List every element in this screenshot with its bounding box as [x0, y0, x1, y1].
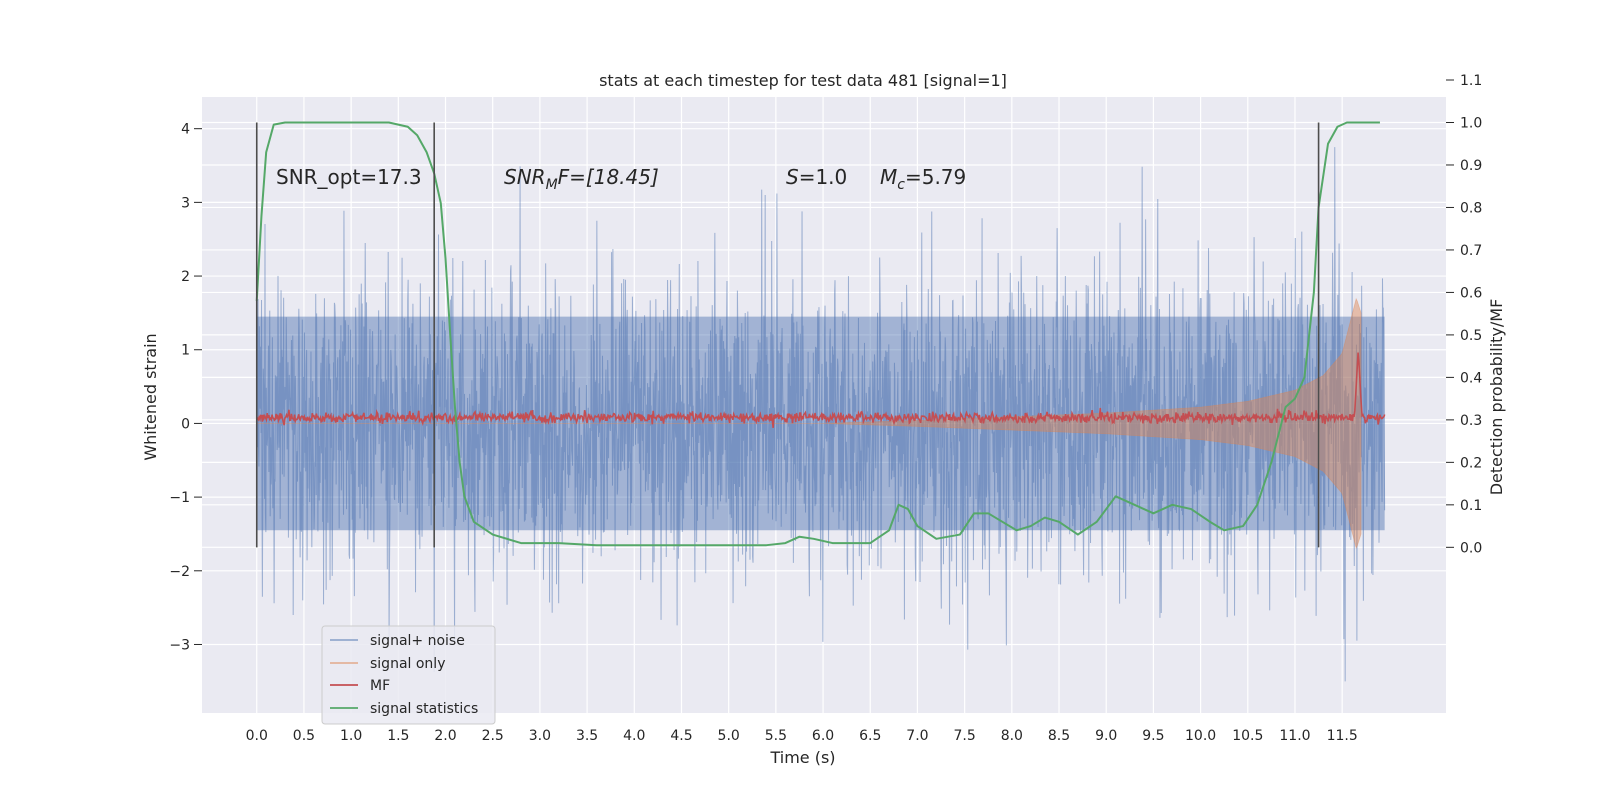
x-tick-label: 2.5 — [482, 728, 504, 744]
y-right-tick-label: 0.0 — [1460, 540, 1482, 556]
x-tick-label: 11.5 — [1327, 728, 1358, 744]
x-tick-label: 5.0 — [718, 728, 740, 744]
series-signal-noise-band — [256, 316, 1385, 531]
annotation-s-main: S — [786, 165, 799, 189]
x-tick-label: 9.0 — [1095, 728, 1117, 744]
annotation-snr-opt: SNR_opt=17.3 — [276, 165, 422, 189]
y-tick-label: 0 — [181, 416, 190, 432]
y-tick-label: −3 — [169, 637, 190, 653]
legend: signal+ noise signal only MF signal stat… — [321, 625, 496, 725]
annotation-mc-tail: =5.79 — [905, 165, 966, 189]
y-right-tick-label: 0.1 — [1460, 498, 1482, 514]
y-right-tick-label: 0.9 — [1460, 158, 1482, 174]
x-tick-label: 6.5 — [859, 728, 881, 744]
x-tick-label: 11.0 — [1279, 728, 1310, 744]
x-tick-label: 3.5 — [576, 728, 598, 744]
x-tick-label: 1.0 — [340, 728, 362, 744]
x-tick-label: 6.0 — [812, 728, 834, 744]
annotation-snr-mf-sub: M — [546, 177, 558, 193]
y-right-tick-label: 0.7 — [1460, 243, 1482, 259]
x-tick-label: 0.0 — [246, 728, 268, 744]
x-tick-label: 8.5 — [1048, 728, 1070, 744]
series-mf — [256, 352, 1386, 428]
y-right-tick-label: 1.0 — [1460, 115, 1482, 131]
series-signal-only — [256, 297, 1362, 550]
annotation-s: S=1.0 — [786, 165, 847, 189]
y-tick-label: −1 — [169, 490, 190, 506]
y-tick-label: 1 — [181, 343, 190, 359]
x-tick-label: 7.0 — [906, 728, 928, 744]
x-tick-label: 7.5 — [954, 728, 976, 744]
y-axis-label: Whitened strain — [141, 333, 160, 460]
x-tick-label: 3.0 — [529, 728, 551, 744]
x-axis-label: Time (s) — [769, 748, 835, 767]
y-right-tick-label: 1.1 — [1460, 73, 1482, 89]
x-tick-label: 8.0 — [1001, 728, 1023, 744]
x-tick-label: 1.5 — [387, 728, 409, 744]
annotation-mc-sub: c — [897, 177, 905, 193]
y-right-tick-label: 0.8 — [1460, 200, 1482, 216]
chart-title: stats at each timestep for test data 481… — [599, 71, 1007, 90]
annotation-mc: Mc=5.79 — [880, 165, 966, 193]
legend-label-signal-only: signal only — [370, 656, 445, 672]
legend-label-mf: MF — [370, 678, 390, 694]
x-tick-label: 10.5 — [1232, 728, 1263, 744]
x-tick-label: 4.0 — [623, 728, 645, 744]
annotation-mc-main: M — [880, 165, 897, 189]
annotation-snr-mf-tail: F=[18.45] — [558, 165, 659, 189]
legend-label-signal-noise: signal+ noise — [370, 633, 465, 649]
legend-frame — [321, 625, 496, 725]
x-tick-label: 5.5 — [765, 728, 787, 744]
series-signal-statistics — [255, 121, 1380, 547]
y-right-tick-label: 0.3 — [1460, 413, 1482, 429]
y-axis-label-right: Detection probability/MF — [1487, 299, 1506, 496]
annotation-snr-mf: SNRMF=[18.45] — [504, 165, 659, 193]
x-tick-label: 2.0 — [434, 728, 456, 744]
y-tick-label: −2 — [169, 564, 190, 580]
x-tick-label: 10.0 — [1185, 728, 1216, 744]
y-right-tick-label: 0.2 — [1460, 455, 1482, 471]
x-tick-label: 0.5 — [293, 728, 315, 744]
y-right-tick-label: 0.5 — [1460, 328, 1482, 344]
legend-label-signal-statistics: signal statistics — [370, 701, 478, 717]
y-right-tick-label: 0.6 — [1460, 285, 1482, 301]
y-tick-label: 3 — [181, 195, 190, 211]
y-tick-label: 4 — [181, 122, 190, 138]
y-right-tick-label: 0.4 — [1460, 370, 1482, 386]
annotation-snr-mf-base: SNR — [504, 165, 546, 189]
x-tick-label: 4.5 — [670, 728, 692, 744]
annotation-s-tail: =1.0 — [799, 165, 848, 189]
y-tick-label: 2 — [181, 269, 190, 285]
x-tick-label: 9.5 — [1142, 728, 1164, 744]
series-signal-noise — [256, 147, 1386, 682]
